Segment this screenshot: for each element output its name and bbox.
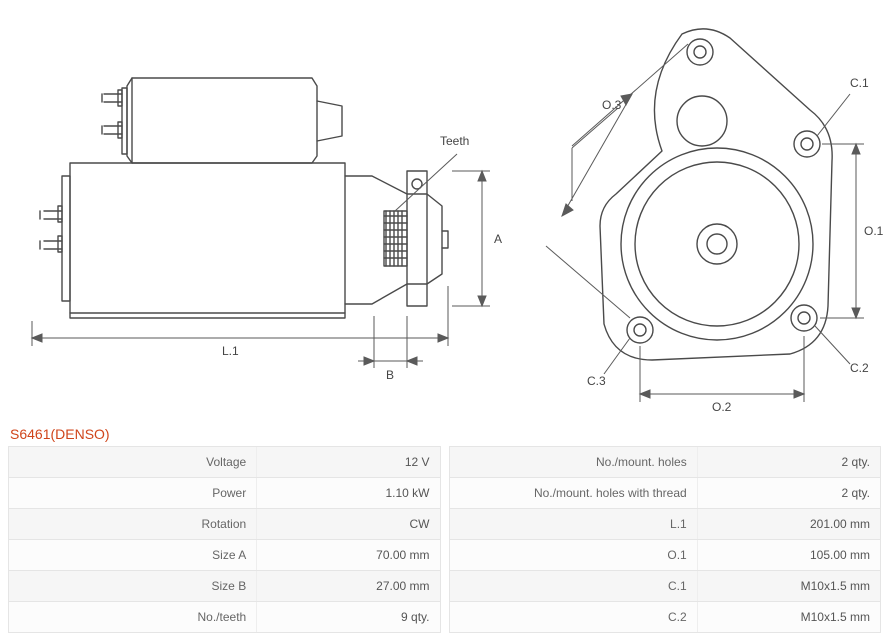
side-view-svg [12, 16, 512, 386]
spec-row: No./mount. holes with thread 2 qty. [449, 478, 882, 509]
label-b: B [386, 368, 394, 382]
spec-row: No./teeth 9 qty. [8, 602, 441, 633]
spec-value: 2 qty. [697, 447, 880, 477]
spec-label: L.1 [450, 509, 697, 539]
label-l1: L.1 [222, 344, 239, 358]
spec-label: Power [9, 478, 256, 508]
spec-row: L.1 201.00 mm [449, 509, 882, 540]
spec-row: Power 1.10 kW [8, 478, 441, 509]
spec-row: Rotation CW [8, 509, 441, 540]
spec-col-left: Voltage 12 V Power 1.10 kW Rotation CW S… [8, 446, 441, 633]
label-o3: O.3 [602, 98, 621, 112]
spec-row: O.1 105.00 mm [449, 540, 882, 571]
spec-row: Size A 70.00 mm [8, 540, 441, 571]
label-c3: C.3 [587, 374, 606, 388]
spec-table: Voltage 12 V Power 1.10 kW Rotation CW S… [8, 446, 881, 633]
label-c1: C.1 [850, 76, 869, 90]
spec-value: 12 V [256, 447, 439, 477]
spec-label: Voltage [9, 447, 256, 477]
spec-label: C.2 [450, 602, 697, 632]
product-title: S6461(DENSO) [10, 426, 881, 442]
spec-label: C.1 [450, 571, 697, 601]
label-a: A [494, 232, 502, 246]
spec-row: Size B 27.00 mm [8, 571, 441, 602]
spec-label: No./mount. holes [450, 447, 697, 477]
spec-label: Size A [9, 540, 256, 570]
spec-value: CW [256, 509, 439, 539]
spec-value: 70.00 mm [256, 540, 439, 570]
label-o1: O.1 [864, 224, 883, 238]
spec-value: 2 qty. [697, 478, 880, 508]
spec-value: 9 qty. [256, 602, 439, 632]
spec-label: Rotation [9, 509, 256, 539]
label-c2: C.2 [850, 361, 869, 375]
spec-label: Size B [9, 571, 256, 601]
spec-value: 105.00 mm [697, 540, 880, 570]
spec-label: No./teeth [9, 602, 256, 632]
spec-label: No./mount. holes with thread [450, 478, 697, 508]
spec-row: No./mount. holes 2 qty. [449, 446, 882, 478]
drawings-area: Teeth A L.1 B [8, 8, 881, 420]
spec-value: M10x1.5 mm [697, 602, 880, 632]
spec-row: C.1 M10x1.5 mm [449, 571, 882, 602]
label-teeth: Teeth [440, 134, 469, 148]
spec-row: Voltage 12 V [8, 446, 441, 478]
spec-row: C.2 M10x1.5 mm [449, 602, 882, 633]
spec-value: 27.00 mm [256, 571, 439, 601]
side-view-drawing: Teeth A L.1 B [12, 16, 512, 386]
front-view-svg [532, 16, 882, 416]
spec-value: 1.10 kW [256, 478, 439, 508]
spec-value: M10x1.5 mm [697, 571, 880, 601]
spec-label: O.1 [450, 540, 697, 570]
spec-col-right: No./mount. holes 2 qty. No./mount. holes… [449, 446, 882, 633]
front-view-drawing: O.3 C.1 O.1 C.2 C.3 O.2 [532, 16, 882, 416]
spec-value: 201.00 mm [697, 509, 880, 539]
label-o2: O.2 [712, 400, 731, 414]
